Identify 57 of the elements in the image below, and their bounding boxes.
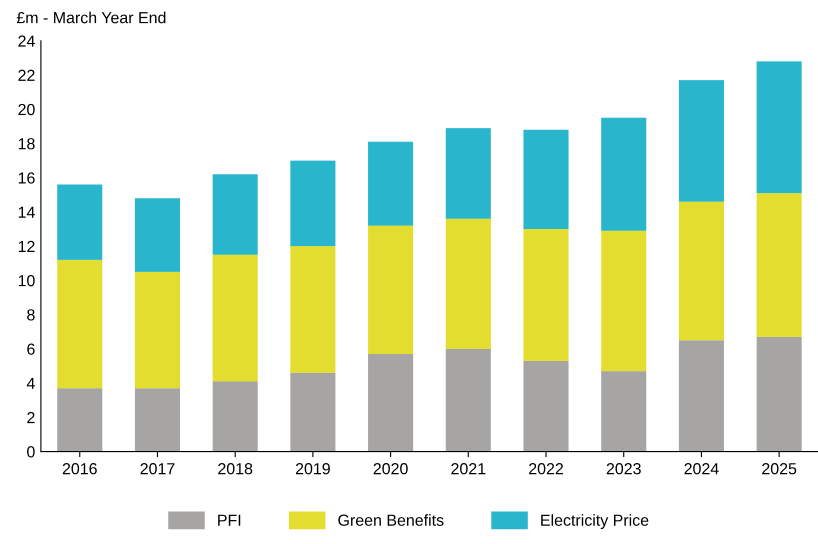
bar bbox=[601, 230, 646, 372]
y-tick-label: 8 bbox=[27, 309, 35, 321]
bar bbox=[678, 340, 724, 452]
x-tick-label: 2024 bbox=[684, 463, 719, 474]
bar bbox=[601, 371, 646, 452]
x-tick-label: 2023 bbox=[606, 463, 641, 474]
y-tick-label: 18 bbox=[18, 138, 35, 150]
y-tick-label: 6 bbox=[27, 343, 35, 355]
y-tick-label: 12 bbox=[18, 240, 35, 252]
x-tick-label: 2022 bbox=[529, 463, 563, 474]
bar bbox=[446, 128, 491, 219]
bar bbox=[290, 160, 336, 246]
x-tick-label: 2021 bbox=[451, 463, 486, 474]
bar bbox=[523, 229, 569, 361]
bar bbox=[212, 254, 258, 382]
bar bbox=[57, 260, 102, 388]
bar bbox=[523, 360, 569, 452]
x-tick-label: 2018 bbox=[218, 463, 252, 474]
x-tick-label: 2016 bbox=[62, 463, 97, 474]
bar bbox=[368, 226, 414, 354]
y-tick-label: 0 bbox=[27, 446, 35, 458]
x-tick-label: 2017 bbox=[140, 463, 174, 474]
legend-label: PFI bbox=[218, 514, 240, 526]
y-tick-label: 24 bbox=[18, 35, 35, 47]
x-tick-label: 2020 bbox=[374, 463, 408, 474]
bar bbox=[290, 246, 336, 373]
y-axis-title: £m - March Year End bbox=[16, 12, 166, 24]
bar bbox=[756, 336, 802, 452]
bar bbox=[134, 198, 180, 272]
bar bbox=[57, 388, 102, 452]
bar bbox=[446, 348, 491, 452]
bar bbox=[212, 174, 258, 255]
bar bbox=[368, 142, 414, 226]
bar bbox=[290, 372, 336, 452]
bar bbox=[601, 118, 646, 231]
bar bbox=[134, 388, 180, 452]
x-tick-label: 2019 bbox=[296, 463, 330, 474]
bar bbox=[756, 193, 802, 337]
x-tick-label: 2025 bbox=[762, 463, 796, 474]
bar bbox=[678, 80, 724, 202]
bar bbox=[523, 130, 569, 230]
y-tick-label: 20 bbox=[18, 104, 35, 116]
bar bbox=[446, 218, 491, 349]
bar bbox=[368, 354, 414, 452]
y-tick-label: 22 bbox=[18, 70, 35, 81]
bar bbox=[57, 184, 102, 260]
y-tick-label: 10 bbox=[18, 275, 35, 286]
bar bbox=[212, 381, 258, 452]
y-tick-label: 14 bbox=[18, 206, 35, 218]
bar bbox=[756, 61, 802, 194]
y-tick-label: 2 bbox=[27, 412, 35, 424]
bar bbox=[678, 202, 724, 340]
legend-label: Electricity Price bbox=[541, 514, 648, 530]
y-tick-label: 16 bbox=[18, 172, 35, 184]
bar bbox=[134, 272, 180, 388]
y-tick-label: 4 bbox=[26, 378, 35, 389]
legend-label: Green Benefits bbox=[338, 514, 444, 526]
